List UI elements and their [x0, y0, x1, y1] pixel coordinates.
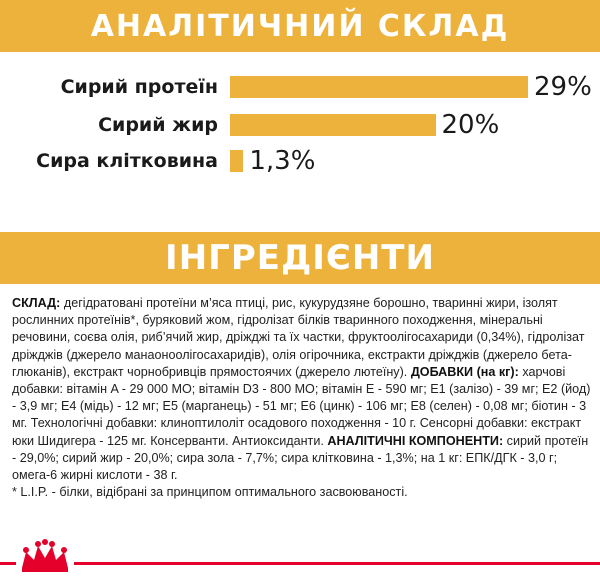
- bar-label: Сирий протеїн: [60, 76, 218, 98]
- additives-heading: ДОБАВКИ (на кг):: [410, 364, 519, 379]
- additives-text: харчові добавки: вітамін A - 29 000 МО; …: [12, 364, 591, 448]
- bar-row-fat: Сирий жир 20%: [0, 110, 600, 142]
- components-heading: АНАЛІТИЧНІ КОМПОНЕНТИ:: [327, 433, 504, 448]
- composition-text: дегідратовані протеїни м’яса птиці, рис,…: [12, 296, 585, 379]
- footnote: * L.I.P. - білки, відібрані за принципом…: [12, 485, 408, 500]
- bar-value: 20%: [441, 110, 500, 140]
- bar: [230, 150, 244, 172]
- analysis-title: АНАЛІТИЧНИЙ СКЛАД: [90, 8, 510, 44]
- crown-logo-icon: [16, 538, 74, 574]
- components-text: сирий протеїн - 29,0%; сирий жир - 20,0%…: [12, 433, 589, 483]
- bar-row-protein: Сирий протеїн 29%: [0, 72, 600, 104]
- analysis-banner: АНАЛІТИЧНИЙ СКЛАД: [0, 0, 600, 52]
- bar-label: Сира клітковина: [36, 150, 218, 172]
- ingredients-title: ІНГРЕДІЄНТИ: [165, 238, 435, 278]
- ingredients-text: СКЛАД: дегідратовані протеїни м’яса птиц…: [12, 295, 592, 501]
- bar-row-fiber: Сира клітковина 1,3%: [0, 146, 600, 178]
- ingredients-paragraph: СКЛАД: дегідратовані протеїни м’яса птиц…: [12, 295, 592, 484]
- bar-label: Сирий жир: [98, 114, 218, 136]
- footer-red-line: [0, 562, 600, 565]
- bar-value: 1,3%: [249, 146, 316, 176]
- composition-heading: СКЛАД:: [12, 296, 61, 310]
- ingredients-banner: ІНГРЕДІЄНТИ: [0, 232, 600, 284]
- bar: [230, 114, 436, 136]
- bar: [230, 76, 528, 98]
- bar-value: 29%: [534, 72, 592, 102]
